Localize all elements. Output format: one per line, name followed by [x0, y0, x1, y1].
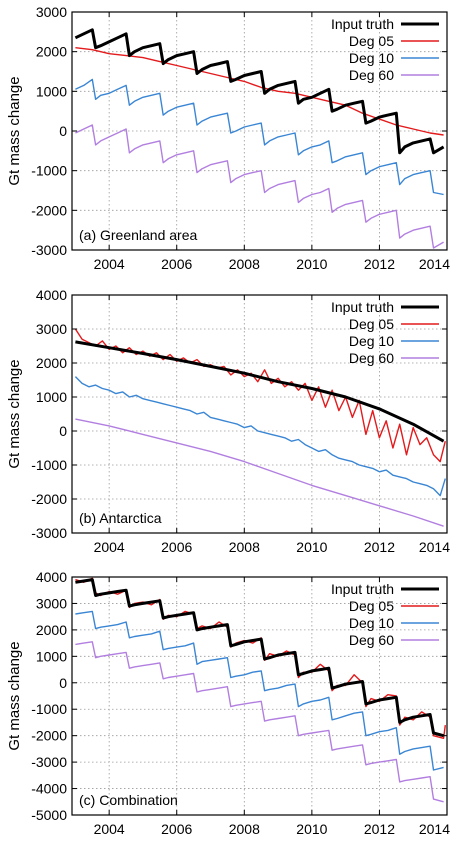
y-axis-label: Gt mass change — [6, 641, 23, 750]
series-line-input-truth — [74, 28, 445, 155]
gridlines — [72, 295, 447, 533]
legend-label: Input truth — [331, 299, 394, 315]
y-tick-label: 0 — [59, 423, 67, 439]
series-line-deg-60 — [75, 641, 444, 803]
x-tick-label: 2008 — [229, 821, 260, 837]
y-tick-label: -1000 — [31, 457, 67, 473]
gridlines — [72, 577, 447, 815]
x-tick-label: 2012 — [364, 821, 395, 837]
x-tick-label: 2008 — [229, 256, 260, 272]
x-tick-label: 2006 — [161, 256, 192, 272]
legend-label: Deg 10 — [349, 333, 394, 349]
y-tick-label: 2000 — [36, 622, 67, 638]
y-tick-label: 3000 — [36, 4, 67, 20]
y-axis-label: Gt mass change — [6, 359, 23, 468]
y-tick-label: -2000 — [31, 202, 67, 218]
panel-label: (c) Combination — [79, 792, 178, 808]
y-tick-label: 3000 — [36, 595, 67, 611]
y-axis-label: Gt mass change — [6, 76, 23, 185]
legend-label: Input truth — [331, 16, 394, 32]
series-group — [74, 328, 446, 527]
y-tick-label: -2000 — [31, 491, 67, 507]
y-tick-label: -3000 — [31, 242, 67, 258]
y-tick-label: -3000 — [31, 754, 67, 770]
y-tick-label: 1000 — [36, 648, 67, 664]
y-tick-label: -4000 — [31, 781, 67, 797]
x-tick-label: 2010 — [296, 821, 327, 837]
legend-label: Deg 05 — [349, 598, 394, 614]
legend-label: Deg 10 — [349, 50, 394, 66]
chart-panel-1: -3000 -2000 -1000 0 1000 2000 3000 2004 2006 2008… — [6, 4, 450, 272]
legend-label: Deg 60 — [349, 350, 394, 366]
series-line-input-truth — [75, 340, 445, 443]
y-tick-label: -1000 — [31, 701, 67, 717]
legend-label: Deg 10 — [349, 615, 394, 631]
series-line-deg-10 — [75, 78, 444, 196]
legend-label: Deg 60 — [349, 632, 394, 648]
y-tick-label: 3000 — [36, 321, 67, 337]
legend-label: Deg 05 — [349, 316, 394, 332]
series-group — [75, 577, 446, 803]
x-tick-label: 2010 — [296, 539, 327, 555]
y-tick-label: 1000 — [36, 389, 67, 405]
y-tick-label: -5000 — [31, 807, 67, 823]
series-line-deg-60 — [75, 124, 444, 249]
panel-label: (a) Greenland area — [79, 227, 198, 243]
series-line-deg-05 — [75, 47, 444, 136]
x-tick-label: 2004 — [94, 256, 125, 272]
chart-panel-3: -5000 -4000 -3000 -2000 -1000 0 1000 2000 3000 40… — [6, 569, 450, 837]
x-tick-label: 2012 — [364, 539, 395, 555]
y-tick-label: 4000 — [36, 287, 67, 303]
plot-frame — [71, 294, 448, 534]
x-tick-label: 2008 — [229, 539, 260, 555]
series-group — [74, 28, 445, 249]
x-tick-label: 2014 — [419, 256, 450, 272]
y-tick-label: -1000 — [31, 163, 67, 179]
legend-label: Input truth — [331, 581, 394, 597]
legend-label: Deg 05 — [349, 33, 394, 49]
x-tick-label: 2004 — [94, 539, 125, 555]
y-tick-label: 4000 — [36, 569, 67, 585]
y-tick-label: 2000 — [36, 355, 67, 371]
x-tick-label: 2004 — [94, 821, 125, 837]
series-line-deg-10 — [74, 376, 446, 497]
y-tick-label: 2000 — [36, 44, 67, 60]
series-line-input-truth — [75, 578, 444, 738]
series-line-deg-60 — [75, 418, 444, 527]
y-tick-label: 0 — [59, 675, 67, 691]
y-tick-label: 0 — [59, 123, 67, 139]
x-tick-label: 2006 — [161, 821, 192, 837]
chart-panel-2: -3000 -2000 -1000 0 1000 2000 3000 4000 2004 2006… — [6, 287, 450, 555]
panel-label: (b) Antarctica — [79, 510, 162, 526]
y-tick-label: 1000 — [36, 83, 67, 99]
x-tick-label: 2012 — [364, 256, 395, 272]
x-tick-label: 2014 — [419, 821, 450, 837]
gridlines — [72, 12, 447, 250]
x-tick-label: 2006 — [161, 539, 192, 555]
x-tick-label: 2010 — [296, 256, 327, 272]
plot-frame — [71, 576, 448, 816]
y-tick-label: -3000 — [31, 525, 67, 541]
legend-label: Deg 60 — [349, 67, 394, 83]
series-line-deg-10 — [75, 610, 444, 771]
y-tick-label: -2000 — [31, 728, 67, 744]
x-tick-label: 2014 — [419, 539, 450, 555]
